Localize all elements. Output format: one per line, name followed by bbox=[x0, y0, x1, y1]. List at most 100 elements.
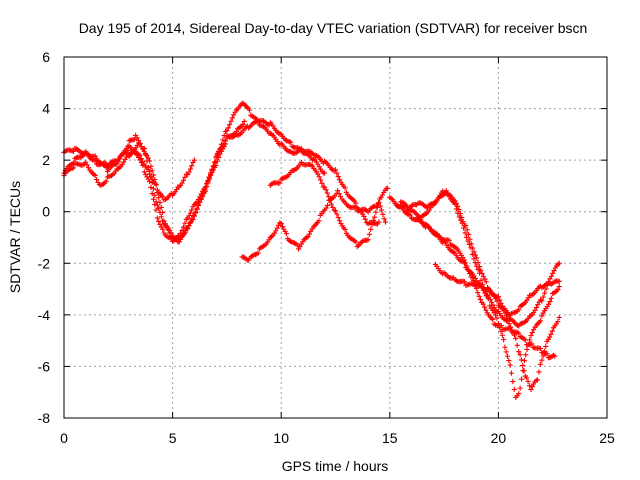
data-point-plus bbox=[189, 216, 195, 222]
data-point-plus bbox=[475, 289, 481, 296]
data-point-plus bbox=[472, 252, 478, 258]
data-point-plus bbox=[70, 148, 77, 154]
data-point-plus bbox=[180, 177, 187, 183]
data-point-plus bbox=[330, 204, 336, 211]
data-point-plus bbox=[125, 143, 131, 149]
data-point-plus bbox=[326, 194, 332, 200]
data-point-plus bbox=[549, 328, 555, 334]
data-point-plus bbox=[475, 259, 481, 265]
data-point-plus bbox=[156, 195, 162, 201]
data-point-plus bbox=[93, 176, 100, 183]
data-point-plus bbox=[503, 349, 509, 355]
data-point-plus bbox=[227, 122, 233, 128]
data-point-plus bbox=[134, 152, 140, 158]
data-point-plus bbox=[555, 286, 561, 293]
data-point-plus bbox=[537, 361, 543, 367]
data-point-plus bbox=[191, 213, 197, 219]
data-point-plus bbox=[539, 357, 545, 363]
data-point-plus bbox=[481, 304, 488, 310]
data-point-plus bbox=[536, 369, 542, 375]
data-point-plus bbox=[556, 260, 562, 266]
data-point-plus bbox=[548, 273, 554, 279]
data-point-plus bbox=[476, 293, 482, 299]
data-point-plus bbox=[385, 185, 391, 192]
data-point-plus bbox=[475, 266, 481, 273]
chart-title: Day 195 of 2014, Sidereal Day-to-day VTE… bbox=[79, 20, 588, 36]
data-point-plus bbox=[194, 206, 200, 212]
data-point-plus bbox=[212, 159, 218, 166]
data-point-plus bbox=[375, 200, 382, 206]
data-point-plus bbox=[70, 165, 77, 171]
data-point-plus bbox=[182, 174, 188, 180]
data-point-plus bbox=[185, 226, 191, 232]
data-point-plus bbox=[516, 349, 522, 355]
data-point-plus bbox=[138, 143, 144, 150]
data-point-plus bbox=[539, 298, 545, 304]
x-tick-labels: 0 5 10 15 20 25 bbox=[60, 430, 615, 446]
data-point-plus bbox=[494, 315, 500, 321]
data-point-plus bbox=[208, 170, 214, 176]
data-point-plus bbox=[158, 204, 164, 211]
data-point-plus bbox=[324, 190, 330, 196]
data-point-plus bbox=[550, 270, 556, 276]
data-point-plus bbox=[543, 286, 549, 292]
data-point-plus bbox=[84, 162, 90, 168]
data-point-plus bbox=[322, 184, 328, 190]
data-point-plus bbox=[154, 189, 160, 196]
data-point-plus bbox=[529, 341, 535, 347]
data-point-plus bbox=[527, 337, 533, 343]
data-point-plus bbox=[464, 227, 470, 233]
data-point-plus bbox=[532, 307, 538, 313]
data-point-plus bbox=[470, 245, 476, 251]
data-point-plus bbox=[468, 241, 474, 247]
data-point-plus bbox=[510, 378, 516, 385]
data-point-plus bbox=[205, 178, 211, 185]
y-tick-label: 4 bbox=[42, 101, 50, 117]
data-point-plus bbox=[148, 163, 154, 169]
data-point-plus bbox=[153, 181, 159, 187]
data-point-plus bbox=[462, 260, 469, 266]
data-point-plus bbox=[146, 171, 153, 177]
data-point-plus bbox=[152, 202, 158, 208]
data-point-plus bbox=[361, 213, 367, 220]
data-point-plus bbox=[213, 162, 219, 168]
data-point-plus bbox=[524, 346, 530, 353]
data-point-plus bbox=[324, 202, 331, 209]
data-point-plus bbox=[134, 135, 140, 141]
data-point-plus bbox=[484, 292, 490, 298]
data-point-plus bbox=[514, 342, 520, 348]
data-point-plus bbox=[457, 210, 463, 217]
data-point-plus bbox=[478, 267, 484, 273]
data-point-plus bbox=[186, 169, 192, 175]
data-point-plus bbox=[283, 231, 290, 237]
data-point-plus bbox=[546, 301, 552, 307]
data-point-plus bbox=[453, 206, 460, 212]
data-point-plus bbox=[533, 304, 540, 311]
data-point-plus bbox=[555, 318, 561, 325]
data-point-plus bbox=[306, 231, 313, 237]
data-point-plus bbox=[150, 196, 157, 202]
data-point-plus bbox=[540, 294, 546, 300]
data-point-plus bbox=[214, 158, 220, 164]
data-point-plus bbox=[209, 166, 215, 172]
data-point-plus bbox=[275, 222, 282, 228]
data-point-plus bbox=[266, 122, 272, 128]
data-point-plus bbox=[506, 357, 512, 364]
data-point-plus bbox=[328, 201, 335, 207]
data-point-plus bbox=[371, 214, 378, 220]
data-point-plus bbox=[518, 357, 525, 363]
data-point-plus bbox=[362, 216, 368, 222]
data-point-plus bbox=[534, 377, 541, 383]
data-point-plus bbox=[478, 277, 484, 283]
data-point-plus bbox=[544, 351, 550, 357]
data-point-plus bbox=[131, 136, 137, 142]
data-point-plus bbox=[495, 294, 501, 300]
data-point-plus bbox=[498, 322, 504, 329]
data-point-plus bbox=[382, 219, 389, 225]
plot-frame bbox=[63, 56, 608, 419]
data-point-plus bbox=[335, 188, 341, 194]
data-point-plus bbox=[197, 199, 203, 205]
data-point-plus bbox=[513, 335, 519, 342]
data-point-plus bbox=[198, 195, 204, 201]
data-point-plus bbox=[274, 225, 280, 231]
